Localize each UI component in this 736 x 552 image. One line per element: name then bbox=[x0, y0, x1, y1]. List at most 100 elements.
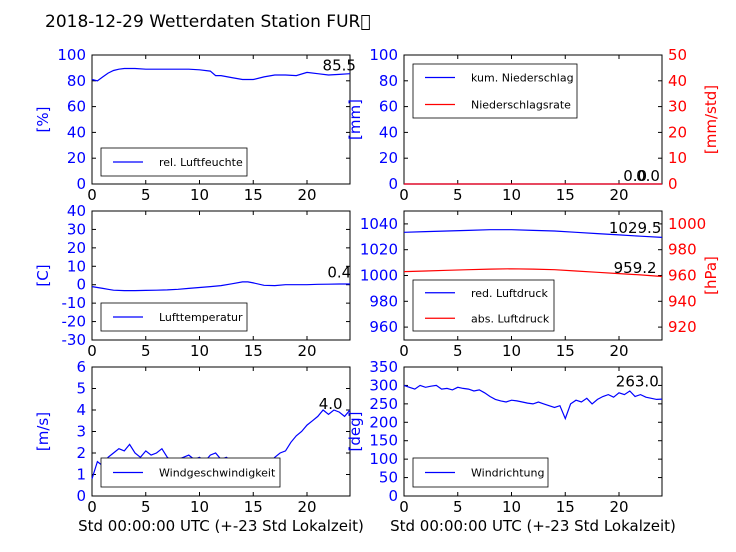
y-tick-label-right: 10 bbox=[668, 149, 687, 167]
x-tick-label: 20 bbox=[609, 186, 628, 204]
y-tick-label: 6 bbox=[76, 358, 86, 376]
legend-label: Windrichtung bbox=[471, 467, 544, 480]
y-tick-label: 20 bbox=[379, 149, 398, 167]
y-tick-label: 40 bbox=[67, 123, 86, 141]
legend-box bbox=[412, 63, 578, 119]
value-annotation: 959.2 bbox=[614, 259, 657, 277]
x-tick-label: 20 bbox=[297, 342, 316, 360]
y-axis-label-right: [hPa] bbox=[702, 256, 720, 295]
y-tick-label: 5 bbox=[76, 380, 86, 398]
x-tick-label: 0 bbox=[399, 186, 409, 204]
x-tick-label: 0 bbox=[87, 186, 97, 204]
legend-label: Lufttemperatur bbox=[159, 311, 243, 324]
y-tick-label: 350 bbox=[369, 358, 398, 376]
y-tick-label: 1000 bbox=[360, 267, 398, 285]
y-tick-label: 50 bbox=[379, 469, 398, 487]
figure-title: 2018-12-29 Wetterdaten Station FUR  bbox=[45, 12, 371, 32]
y-tick-label: 1040 bbox=[360, 215, 398, 233]
y-tick-label: 80 bbox=[67, 72, 86, 90]
y-tick-label-right: 920 bbox=[668, 318, 697, 336]
y-tick-label: 2 bbox=[76, 444, 86, 462]
series-line-pressure-1 bbox=[403, 268, 663, 278]
y-tick-label: 60 bbox=[379, 98, 398, 116]
legend-label: kum. Niederschlag bbox=[471, 72, 574, 85]
y-tick-label: 980 bbox=[369, 292, 398, 310]
legend-box bbox=[412, 279, 555, 332]
y-tick-label: 40 bbox=[67, 202, 86, 220]
x-tick-label: 5 bbox=[453, 342, 463, 360]
y-tick-label: 100 bbox=[369, 46, 398, 64]
x-tick-label: 10 bbox=[190, 342, 209, 360]
y-tick-label: 4 bbox=[76, 401, 86, 419]
value-annotation: 1029.5 bbox=[609, 219, 662, 237]
y-tick-label: 40 bbox=[379, 123, 398, 141]
x-tick-label: 20 bbox=[609, 342, 628, 360]
y-tick-label: 100 bbox=[57, 46, 86, 64]
x-tick-label: 0 bbox=[87, 342, 97, 360]
y-tick-label-right: 1000 bbox=[668, 215, 706, 233]
y-tick-label: 60 bbox=[67, 98, 86, 116]
y-tick-label-right: 20 bbox=[668, 123, 687, 141]
value-annotation: 0.0 bbox=[636, 167, 660, 185]
legend-label: abs. Luftdruck bbox=[471, 312, 550, 325]
y-tick-label: 20 bbox=[67, 149, 86, 167]
y-tick-label: 0 bbox=[388, 487, 398, 505]
x-tick-label: 5 bbox=[141, 342, 151, 360]
series-line-winddir-0 bbox=[403, 384, 663, 421]
y-axis-label: [mm] bbox=[346, 99, 364, 140]
y-tick-label: 100 bbox=[369, 450, 398, 468]
legend-box bbox=[100, 147, 248, 177]
x-tick-label: 20 bbox=[297, 186, 316, 204]
series-line-temperature-0 bbox=[91, 281, 350, 292]
value-annotation: 85.5 bbox=[323, 56, 356, 74]
legend-label: Windgeschwindigkeit bbox=[159, 467, 276, 480]
y-tick-label: -30 bbox=[62, 331, 87, 349]
x-tick-label: 10 bbox=[190, 498, 209, 516]
y-tick-label-right: 30 bbox=[668, 98, 687, 116]
y-tick-label: 80 bbox=[379, 72, 398, 90]
y-tick-label: 0 bbox=[76, 487, 86, 505]
x-tick-label: 10 bbox=[502, 186, 521, 204]
x-axis-label: Std 00:00:00 UTC (+-23 Std Lokalzeit) bbox=[390, 517, 676, 535]
y-tick-label-right: 50 bbox=[668, 46, 687, 64]
x-tick-label: 15 bbox=[556, 342, 575, 360]
x-tick-label: 15 bbox=[244, 498, 263, 516]
x-tick-label: 15 bbox=[244, 186, 263, 204]
value-annotation: 4.0 bbox=[319, 395, 343, 413]
y-tick-label: 1020 bbox=[360, 241, 398, 259]
y-tick-label: 1 bbox=[76, 466, 86, 484]
y-tick-label: 960 bbox=[369, 318, 398, 336]
legend-label: rel. Luftfeuchte bbox=[159, 156, 243, 169]
value-annotation: 0.0 bbox=[623, 167, 647, 185]
y-tick-label: -20 bbox=[62, 313, 87, 331]
x-tick-label: 20 bbox=[297, 498, 316, 516]
x-tick-label: 5 bbox=[453, 498, 463, 516]
y-tick-label-right: 940 bbox=[668, 292, 697, 310]
x-axis-label: Std 00:00:00 UTC (+-23 Std Lokalzeit) bbox=[78, 517, 364, 535]
value-annotation: 0.4 bbox=[327, 263, 351, 281]
y-axis-label: [deg] bbox=[346, 412, 364, 452]
y-tick-label: 0 bbox=[388, 175, 398, 193]
y-tick-label-right: 980 bbox=[668, 241, 697, 259]
x-tick-label: 15 bbox=[556, 186, 575, 204]
y-tick-label: 250 bbox=[369, 395, 398, 413]
y-axis-label: [%] bbox=[34, 107, 52, 133]
series-line-pressure-0 bbox=[403, 229, 663, 238]
y-tick-label: 30 bbox=[67, 220, 86, 238]
y-tick-label: -10 bbox=[62, 294, 87, 312]
chart-panel-pressure: 0 5 10 15 20 960 980 1000 1020 1040 920 940 960 980 10… bbox=[360, 210, 720, 360]
x-tick-label: 20 bbox=[609, 498, 628, 516]
chart-panel-precip: 0 5 10 15 20 0 20 40 60 80 100 0 10 20 30 40 50 [mm] [mm/s… bbox=[346, 46, 720, 204]
y-tick-label: 10 bbox=[67, 257, 86, 275]
x-tick-label: 5 bbox=[141, 186, 151, 204]
chart-panel-humidity: 0 5 10 15 20 0 20 40 60 80 100 [%] 85.5 rel. Luftfeuc… bbox=[34, 46, 356, 204]
x-tick-label: 5 bbox=[141, 498, 151, 516]
y-tick-label-right: 0 bbox=[668, 175, 678, 193]
x-tick-label: 0 bbox=[399, 498, 409, 516]
y-axis-label-right: [mm/std] bbox=[702, 85, 720, 154]
legend-label: red. Luftdruck bbox=[471, 287, 548, 300]
x-tick-label: 10 bbox=[502, 342, 521, 360]
x-tick-label: 5 bbox=[453, 186, 463, 204]
series-line-humidity-0 bbox=[91, 67, 351, 82]
